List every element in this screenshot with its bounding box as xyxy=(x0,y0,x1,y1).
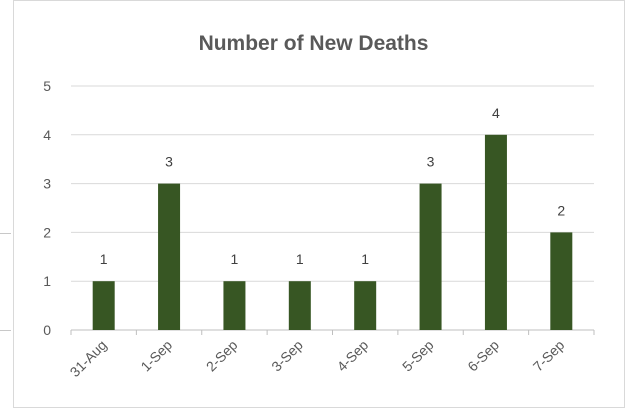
x-tick-label: 6-Sep xyxy=(464,337,502,375)
data-label: 3 xyxy=(165,154,173,170)
x-tick-label: 1-Sep xyxy=(137,337,175,375)
x-tick-label: 4-Sep xyxy=(334,337,372,375)
bar xyxy=(158,183,181,330)
y-tick-label: 0 xyxy=(43,322,51,338)
bar xyxy=(354,281,377,330)
data-label: 3 xyxy=(427,154,435,170)
bar xyxy=(550,232,573,330)
data-label: 1 xyxy=(361,251,369,267)
bar xyxy=(223,281,246,330)
x-tick-label: 2-Sep xyxy=(203,337,241,375)
x-tick-label: 7-Sep xyxy=(530,337,568,375)
bar xyxy=(92,281,115,330)
data-label: 4 xyxy=(492,105,500,121)
bar xyxy=(484,134,507,330)
chart-title: Number of New Deaths xyxy=(198,32,429,55)
x-tick-label: 3-Sep xyxy=(268,337,306,375)
left-edge-mark-top xyxy=(0,233,11,234)
x-tick-label: 5-Sep xyxy=(399,337,437,375)
data-label: 1 xyxy=(100,251,108,267)
bar xyxy=(288,281,311,330)
bar xyxy=(419,183,442,330)
y-tick-label: 2 xyxy=(43,224,51,240)
y-tick-label: 5 xyxy=(43,78,51,94)
data-label: 1 xyxy=(231,251,239,267)
y-tick-label: 1 xyxy=(43,273,51,289)
data-label: 1 xyxy=(296,251,304,267)
y-tick-label: 4 xyxy=(43,127,51,143)
left-edge-mark-bottom xyxy=(0,330,11,331)
data-label: 2 xyxy=(557,202,565,218)
chart-area xyxy=(13,0,625,408)
x-tick-label: 31-Aug xyxy=(67,337,110,380)
y-tick-label: 3 xyxy=(43,176,51,192)
